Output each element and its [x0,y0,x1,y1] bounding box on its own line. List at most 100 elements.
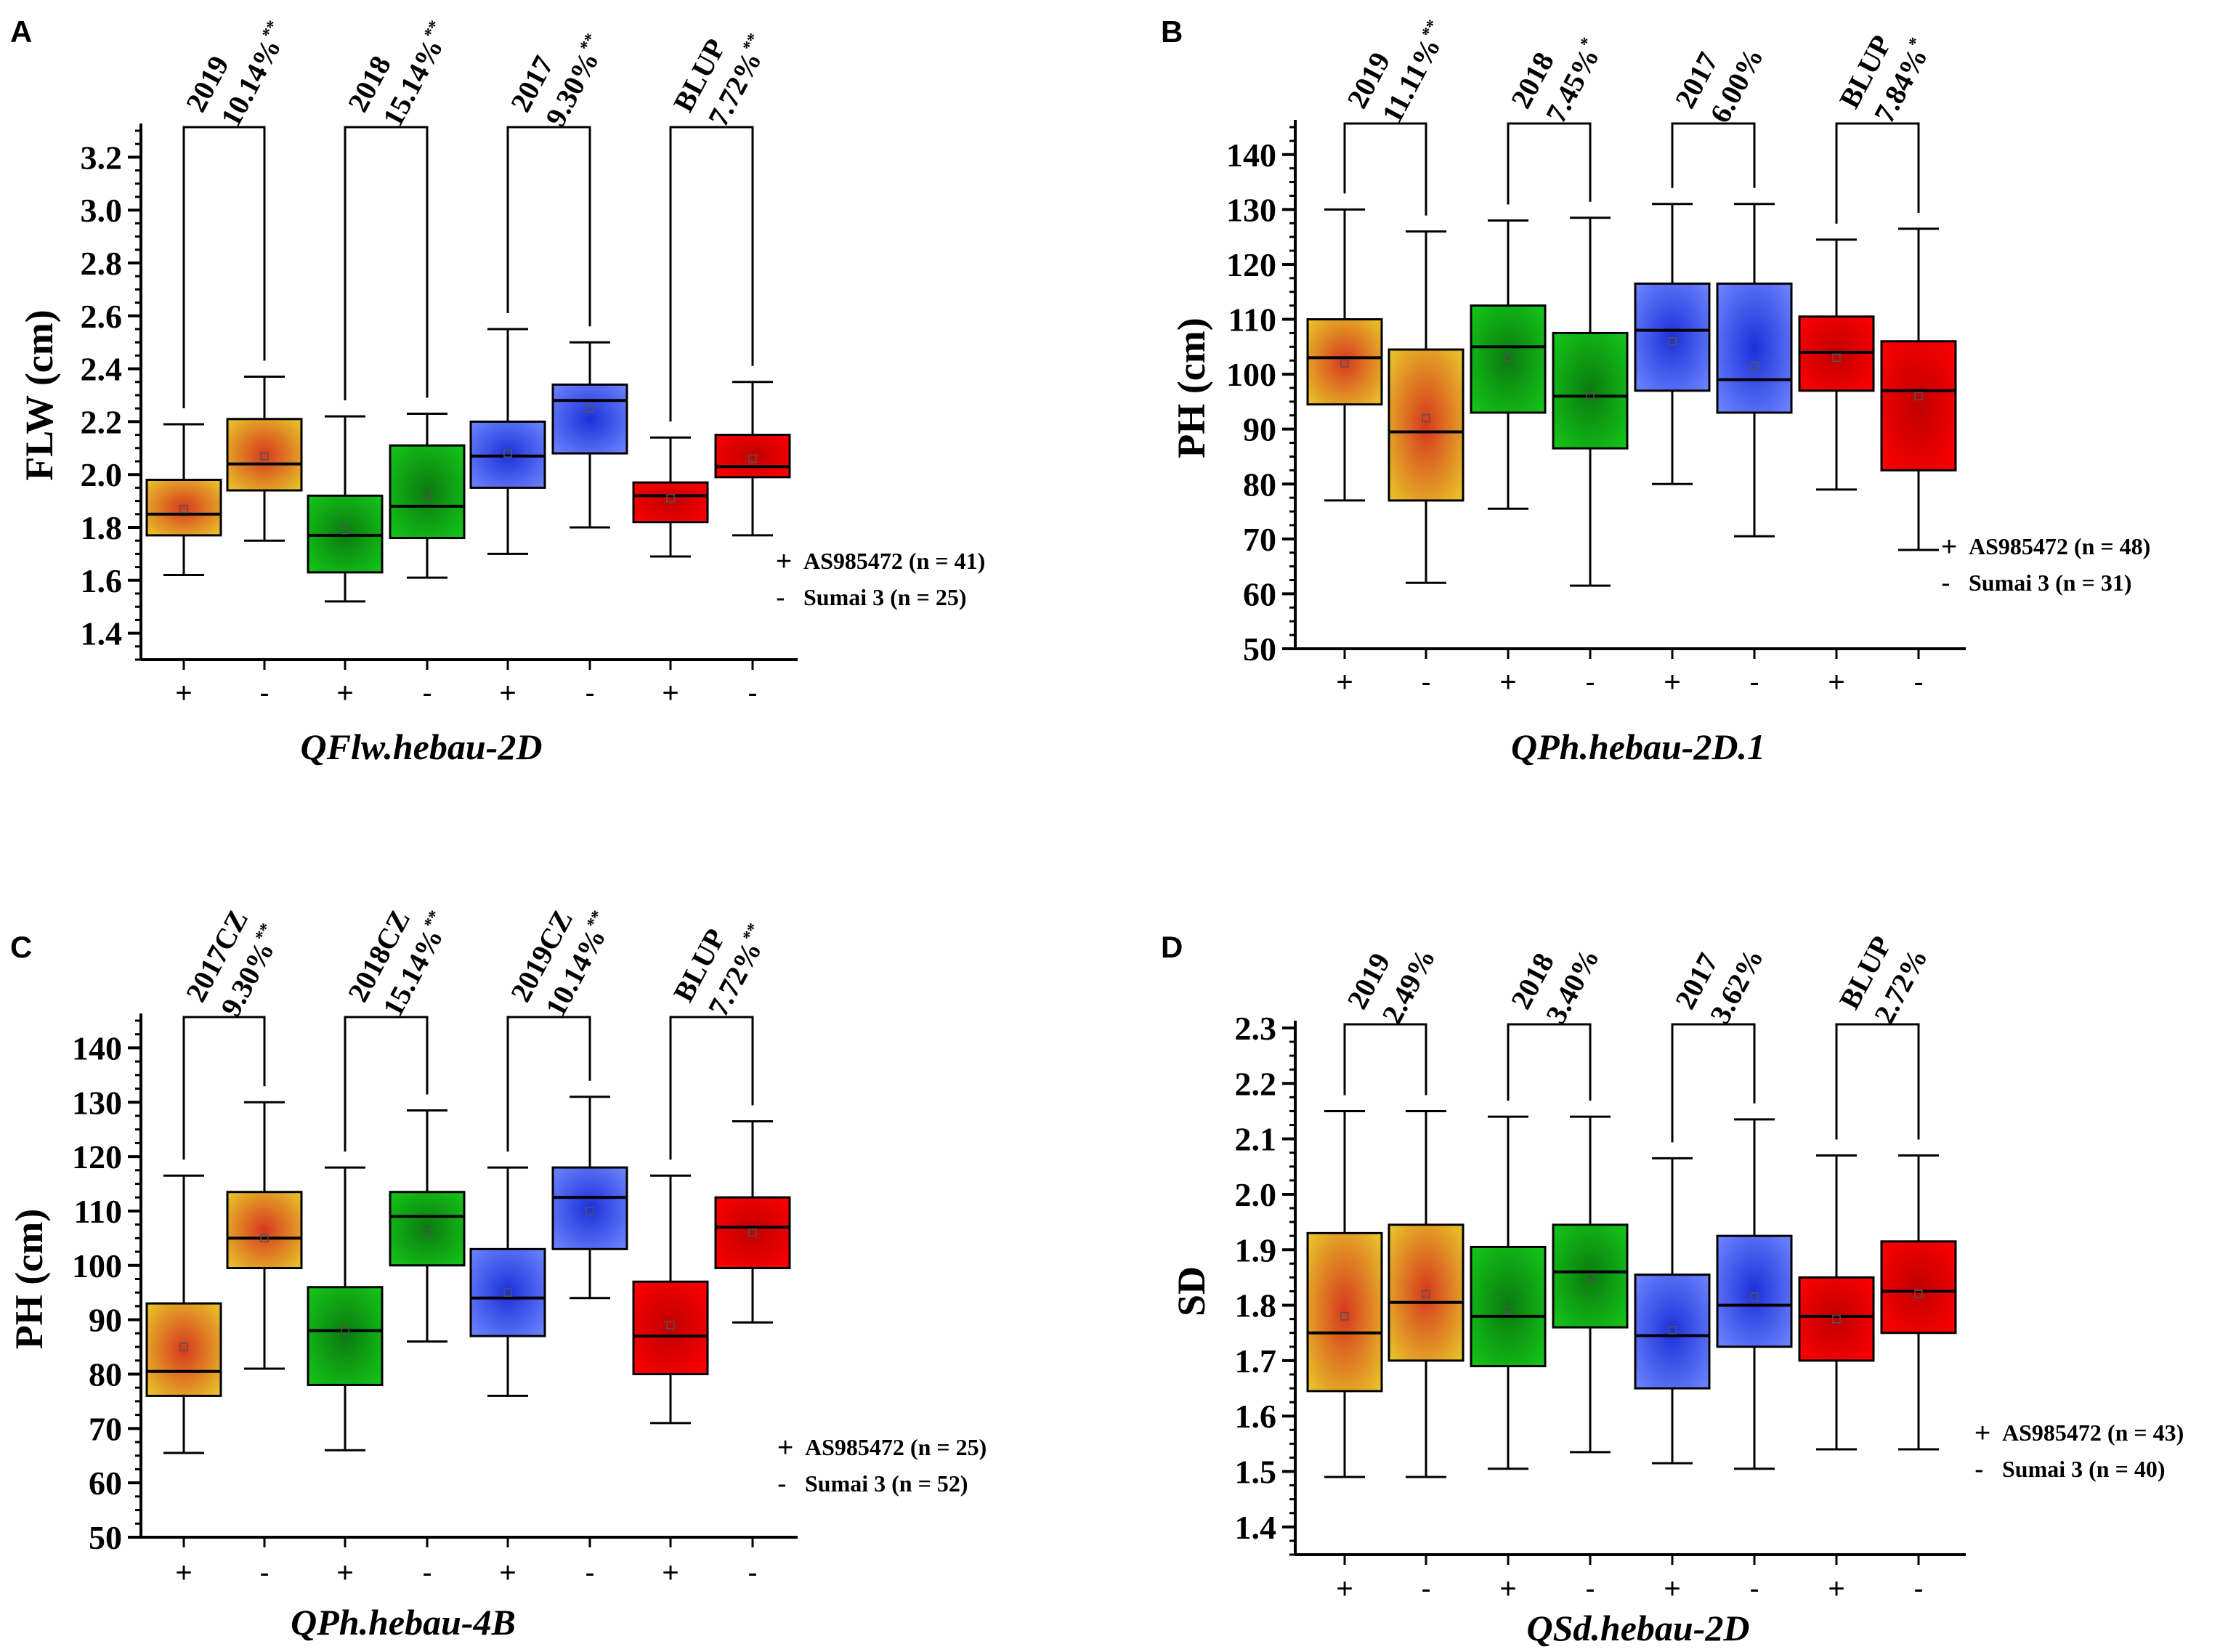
iqr-box [1880,1240,1957,1335]
mean-marker [586,404,594,413]
y-tick-label: 140 [1226,137,1276,174]
y-tick-label: 60 [89,1465,122,1502]
plus-icon: + [1974,1418,1990,1449]
y-tick-label: 110 [1228,301,1276,339]
x-axis-title: QPh.hebau-2D.1 [1511,726,1765,767]
legend-item-2: - Sumai 3 (n = 25) [776,583,966,613]
significance-bracket [182,1016,266,1160]
mean-marker [1750,362,1759,371]
y-tick-label: 2.2 [1235,1065,1277,1102]
box-5 [469,328,546,555]
box-8 [1880,227,1957,551]
legend-item-1: + AS985472 (n = 25) [777,1433,987,1463]
x-tick-label: + [1664,1573,1680,1605]
mean-marker [260,1234,269,1243]
iqr-box [1716,282,1793,414]
plus-icon: + [777,1433,793,1463]
y-tick-label: 50 [89,1519,122,1556]
y-tick-label: 1.8 [81,509,123,546]
significance-stars: * [1905,34,1926,51]
box-8 [714,1119,791,1324]
legend-item-2: - Sumai 3 (n = 40) [1974,1454,2165,1485]
x-tick-label: - [1749,1573,1759,1605]
legend-item-2: - Sumai 3 (n = 52) [777,1469,968,1499]
legend-label: AS985472 (n = 43) [2002,1420,2184,1446]
x-tick-label: - [585,1557,594,1589]
mean-marker [341,525,349,535]
box-1 [145,1174,222,1454]
y-tick-label: 120 [1226,246,1276,283]
iqr-box [469,1247,546,1337]
mean-marker [1422,1289,1430,1299]
pve-label: 3.62% [1704,943,1770,1029]
box-3 [1470,1115,1547,1470]
panel-B: B 50 60 70 80 90 100 110 120 130 140 PH (cm) QPh.heb… [1161,15,2150,767]
significance-stars: ** [1418,17,1443,41]
x-tick-label: + [175,677,192,709]
box-4 [389,412,466,579]
iqr-box [226,1191,303,1270]
plus-icon: + [1941,532,1957,562]
y-tick-label: 2.2 [81,403,123,440]
mean-marker [1586,1273,1595,1282]
significance-stars: ** [421,17,445,41]
mean-marker [748,1228,757,1237]
mean-marker [1914,392,1923,401]
x-tick-label: - [259,677,269,709]
box-8 [714,381,791,537]
box-3 [307,415,384,603]
y-tick-label: 2.8 [81,245,123,282]
significance-stars: ** [576,31,601,54]
x-tick-label: + [336,1557,353,1589]
significance-stars: ** [251,920,276,944]
box-2 [226,1101,303,1370]
iqr-box [307,1286,384,1386]
panel-C: C 50 60 70 80 90 100 110 120 130 140 PH (cm) QPh.heb… [7,904,987,1643]
legend-label: Sumai 3 (n = 31) [1969,570,2131,596]
significance-bracket [1343,122,1427,216]
iqr-box [1552,1223,1629,1329]
y-tick-label: 70 [89,1410,122,1447]
y-axis-title: SD [1170,1266,1213,1316]
significance-bracket [669,1016,754,1160]
y-tick-label: 130 [72,1084,122,1121]
legend-item-1: + AS985472 (n = 48) [1941,532,2150,562]
y-tick-label: 1.9 [1235,1231,1277,1268]
significance-bracket [1671,122,1756,188]
minus-icon: - [1974,1454,1984,1485]
legend-item-1: + AS985472 (n = 41) [776,546,985,577]
minus-icon: - [1941,568,1951,599]
significance-bracket [1507,1023,1592,1101]
x-tick-label: + [662,677,679,709]
iqr-box [145,478,222,537]
plus-icon: + [776,546,792,577]
x-tick-label: + [175,1557,192,1589]
y-axis-title: PH (cm) [7,1209,51,1349]
x-axis-title: QSd.hebau-2D [1527,1608,1750,1648]
significance-bracket [1671,1023,1756,1143]
box-5 [1634,203,1711,485]
pve-label: 2.49% [1375,943,1441,1029]
iqr-box [632,1280,709,1375]
iqr-box [1388,348,1465,502]
box-5 [1634,1157,1711,1465]
box-5 [469,1166,546,1397]
legend-label: Sumai 3 (n = 40) [2002,1456,2165,1482]
x-tick-label: + [499,1557,516,1589]
minus-icon: - [776,583,785,613]
mean-marker [423,491,432,501]
panel-D: D 1.4 1.5 1.6 1.7 1.8 1.9 2.0 2.1 2.2 2.3 SD QSd.heb… [1161,930,2184,1648]
mean-marker [748,454,757,463]
x-tick-label: + [662,1557,679,1589]
significance-bracket [344,1016,429,1152]
x-tick-label: - [748,1557,757,1589]
iqr-box [551,383,628,455]
box-6 [1716,203,1793,538]
